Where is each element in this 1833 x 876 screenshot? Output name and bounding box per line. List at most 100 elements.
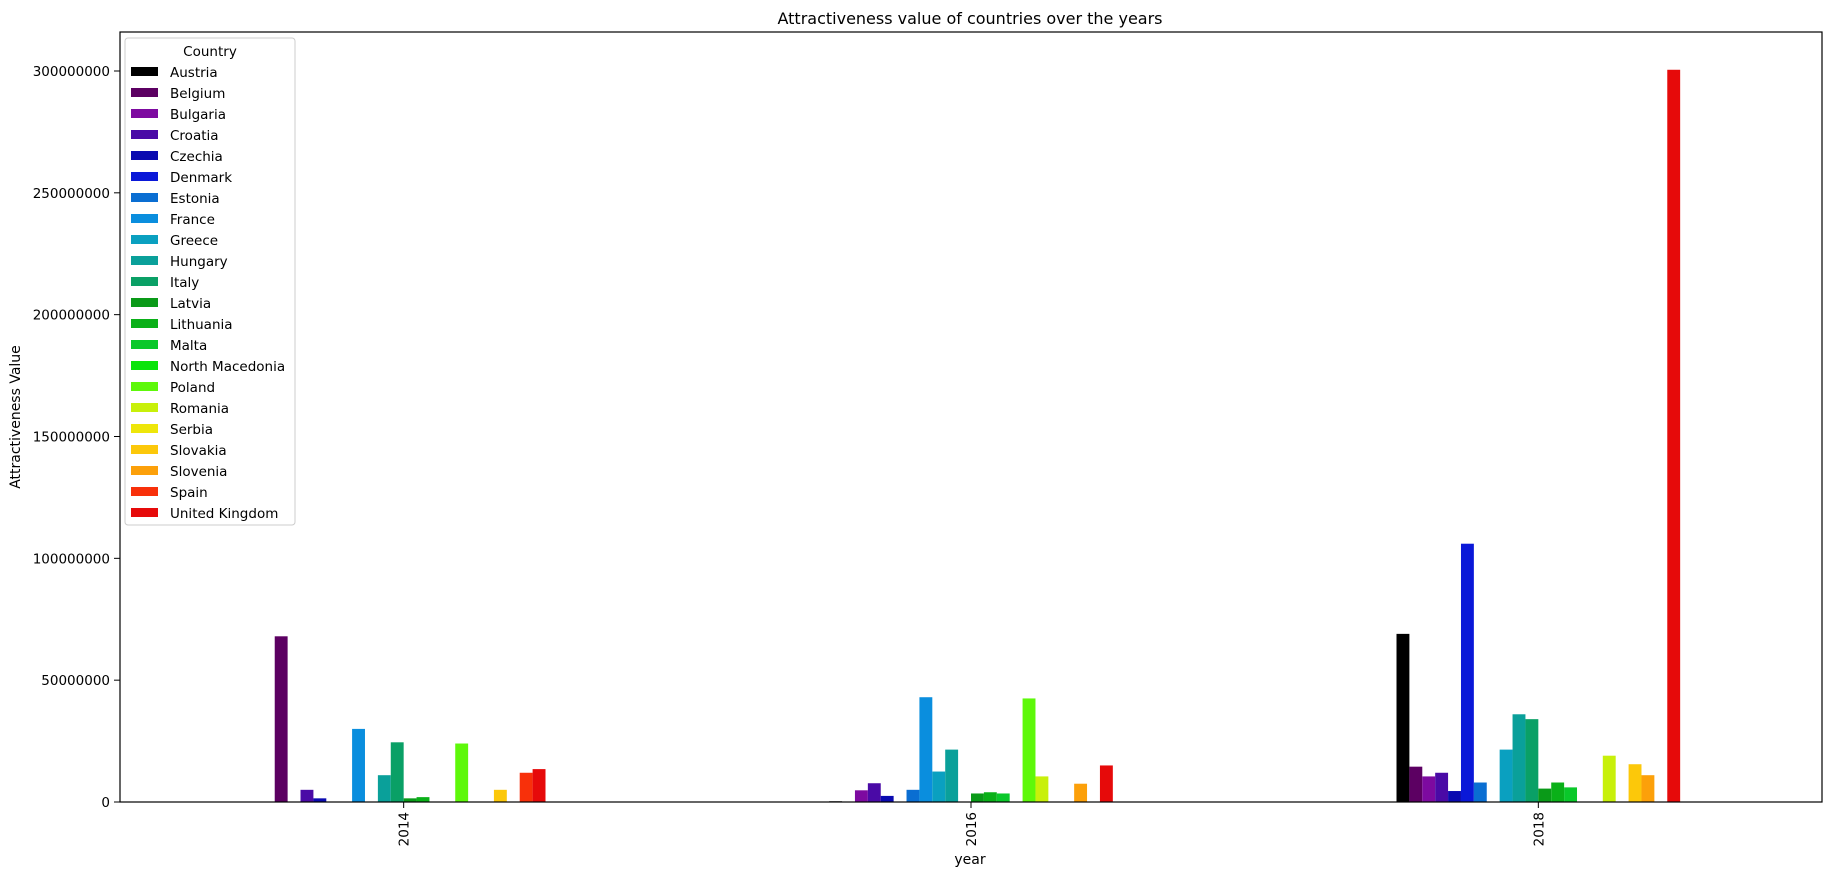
legend-label: Hungary [170, 254, 228, 270]
legend-swatch [131, 235, 158, 244]
bar-slovenia-2016 [1074, 783, 1088, 802]
legend-swatch [131, 88, 158, 97]
bar-latvia-2018 [1538, 788, 1552, 802]
bar-lithuania-2016 [983, 792, 997, 802]
bar-poland-2016 [1022, 698, 1036, 802]
bar-united-kingdom-2018 [1667, 69, 1681, 802]
bar-lithuania-2014 [416, 797, 430, 802]
bar-poland-2014 [455, 743, 469, 802]
bars-group [274, 69, 1681, 802]
bar-czechia-2018 [1448, 791, 1461, 802]
legend-swatch [131, 319, 158, 328]
legend-swatch [131, 67, 158, 76]
bar-czechia-2016 [880, 795, 894, 802]
legend-label: Slovakia [170, 443, 227, 459]
legend-swatch [131, 382, 158, 391]
legend-label: Croatia [170, 128, 219, 144]
bar-belgium-2014 [274, 636, 288, 802]
legend-swatch [131, 487, 158, 496]
chart-title: Attractiveness value of countries over t… [777, 9, 1162, 28]
legend-label: Estonia [170, 191, 220, 207]
y-tick-label: 150000000 [33, 429, 110, 445]
bar-latvia-2016 [971, 793, 984, 802]
bar-hungary-2014 [377, 775, 391, 802]
legend-items: Austria Belgium Bulgaria Croatia Czechia Denm… [131, 65, 285, 522]
legend-label: Belgium [170, 86, 225, 102]
legend-label: Malta [170, 338, 207, 354]
legend-label: Denmark [170, 170, 232, 186]
legend-label: Slovenia [170, 464, 227, 480]
bar-slovenia-2018 [1641, 775, 1655, 802]
bar-estonia-2016 [906, 789, 920, 802]
legend-label: Latvia [170, 296, 211, 312]
bar-greece-2018 [1499, 749, 1513, 802]
legend-label: Greece [170, 233, 218, 249]
legend-swatch [131, 298, 158, 307]
bar-united-kingdom-2014 [532, 769, 546, 802]
y-tick-label: 200000000 [33, 308, 110, 324]
x-axis: 2014 2016 2018 [397, 802, 1547, 846]
legend-swatch [131, 403, 158, 412]
bar-france-2014 [352, 728, 365, 802]
x-axis-label: year [954, 852, 985, 868]
bar-hungary-2018 [1512, 714, 1526, 802]
y-tick-label: 50000000 [41, 673, 110, 689]
bar-spain-2014 [519, 772, 533, 802]
x-tick-label: 2014 [397, 812, 413, 846]
legend-swatch [131, 256, 158, 265]
y-tick-label: 100000000 [33, 551, 110, 567]
bar-belgium-2018 [1409, 766, 1423, 802]
bar-italy-2014 [390, 742, 404, 802]
legend-label: Romania [170, 401, 229, 417]
bar-romania-2016 [1035, 776, 1049, 802]
legend-label: Poland [170, 380, 215, 396]
bar-italy-2018 [1525, 719, 1539, 802]
bar-latvia-2014 [403, 798, 417, 802]
legend-swatch [131, 466, 158, 475]
bar-croatia-2014 [300, 789, 314, 802]
y-tick-label: 300000000 [33, 64, 110, 80]
legend-label: Serbia [170, 422, 213, 438]
bar-romania-2018 [1602, 755, 1616, 802]
y-axis: 0 50000000 100000000 150000000 200000000 2500… [33, 64, 120, 811]
legend-label: Spain [170, 485, 208, 501]
legend-swatch [131, 445, 158, 454]
legend-swatch [131, 424, 158, 433]
bar-croatia-2016 [867, 783, 881, 802]
legend-label: Czechia [170, 149, 223, 165]
legend: Country Austria Belgium Bulgaria Croatia Cze… [124, 37, 296, 526]
y-tick-label: 0 [101, 795, 110, 811]
legend-label: United Kingdom [170, 506, 278, 522]
legend-label: North Macedonia [170, 359, 285, 375]
legend-label: Austria [170, 65, 218, 81]
y-tick-label: 250000000 [33, 186, 110, 202]
legend-box [124, 37, 296, 526]
bar-hungary-2016 [945, 749, 959, 802]
legend-label: Lithuania [170, 317, 233, 333]
x-tick-label: 2016 [964, 812, 980, 846]
x-tick-label: 2018 [1531, 812, 1547, 846]
legend-swatch [131, 172, 158, 181]
bar-greece-2016 [932, 771, 946, 802]
legend-swatch [131, 193, 158, 202]
bar-bulgaria-2016 [854, 790, 868, 802]
bar-slovakia-2018 [1628, 764, 1642, 802]
legend-swatch [131, 151, 158, 160]
bar-estonia-2018 [1473, 782, 1487, 802]
bar-lithuania-2018 [1551, 782, 1565, 802]
bar-france-2016 [919, 697, 933, 802]
bar-czechia-2014 [313, 798, 327, 802]
legend-swatch [131, 508, 158, 517]
legend-label: Bulgaria [170, 107, 226, 123]
plot-frame [119, 31, 1823, 803]
legend-label: France [170, 212, 215, 228]
legend-swatch [131, 340, 158, 349]
legend-swatch [131, 277, 158, 286]
legend-label: Italy [170, 275, 199, 291]
bar-bulgaria-2018 [1422, 776, 1436, 802]
bar-malta-2016 [996, 793, 1010, 802]
legend-swatch [131, 130, 158, 139]
bar-austria-2018 [1396, 633, 1410, 802]
bar-united-kingdom-2016 [1099, 765, 1113, 802]
legend-swatch [131, 214, 158, 223]
